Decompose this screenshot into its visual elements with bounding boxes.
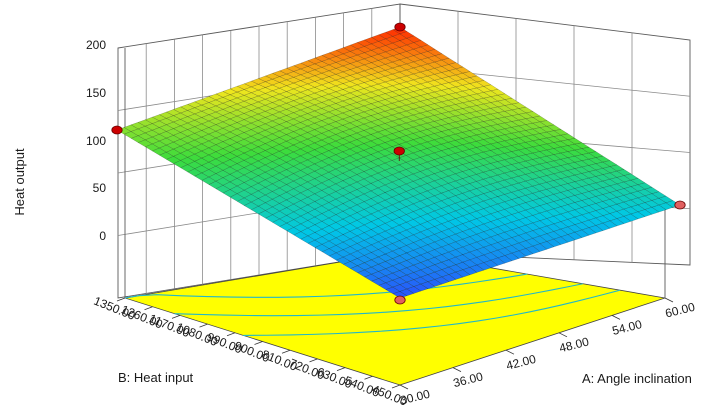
z-tick-label: 150 <box>86 86 106 100</box>
surface-cell <box>602 160 618 167</box>
floor-contour <box>174 283 583 317</box>
b-tick-mark <box>254 341 263 345</box>
x-tick-label: 48.00 <box>558 334 591 355</box>
surface-cell <box>448 62 464 70</box>
x-tick-label: 60.00 <box>664 300 697 321</box>
x-tick-label: 36.00 <box>452 369 485 390</box>
a-tick-mark <box>505 349 515 355</box>
b-tick-mark <box>144 306 153 311</box>
a-tick-mark <box>399 384 409 390</box>
design-points <box>111 22 686 305</box>
a-tick-mark <box>611 315 621 320</box>
surface-cell <box>560 133 576 140</box>
x-axis-label: A: Angle inclination <box>582 371 692 386</box>
x-tick-label: 30.00 <box>399 387 432 408</box>
design-point <box>394 295 406 305</box>
surface-cell <box>434 53 450 61</box>
design-point <box>393 146 405 156</box>
b-tick-mark <box>226 332 236 337</box>
design-point <box>111 125 123 135</box>
b-tick-mark <box>336 367 346 371</box>
b-tick-mark <box>309 358 318 363</box>
b-tick-mark <box>391 384 401 389</box>
surface-cell <box>609 164 625 172</box>
surface-cell <box>553 129 569 136</box>
z-axis-label: Heat output <box>12 148 27 216</box>
z-tick-label: 0 <box>99 229 106 243</box>
a-tick-mark <box>558 332 568 338</box>
b-tick-mark <box>171 315 181 319</box>
b-tick-mark <box>281 349 291 354</box>
z-tick-label: 100 <box>86 134 106 148</box>
x-tick-label: 42.00 <box>505 352 538 373</box>
x-tick-label: 54.00 <box>611 317 644 338</box>
floor-contour <box>124 273 528 299</box>
a-tick-mark <box>452 367 462 372</box>
a-tick-mark <box>664 297 674 303</box>
z-tick-label: 200 <box>86 38 106 52</box>
b-tick-mark <box>199 323 208 328</box>
b-tick-mark <box>364 375 373 380</box>
y-axis-label: B: Heat input <box>118 370 194 385</box>
response-surface <box>116 26 681 299</box>
b-tick-mark <box>116 297 126 302</box>
design-point <box>394 22 406 32</box>
surface-cell <box>483 84 499 91</box>
z-tick-label: 50 <box>93 181 107 195</box>
floor-contour <box>243 289 621 336</box>
surface-cell <box>497 93 513 100</box>
design-point <box>674 200 686 210</box>
